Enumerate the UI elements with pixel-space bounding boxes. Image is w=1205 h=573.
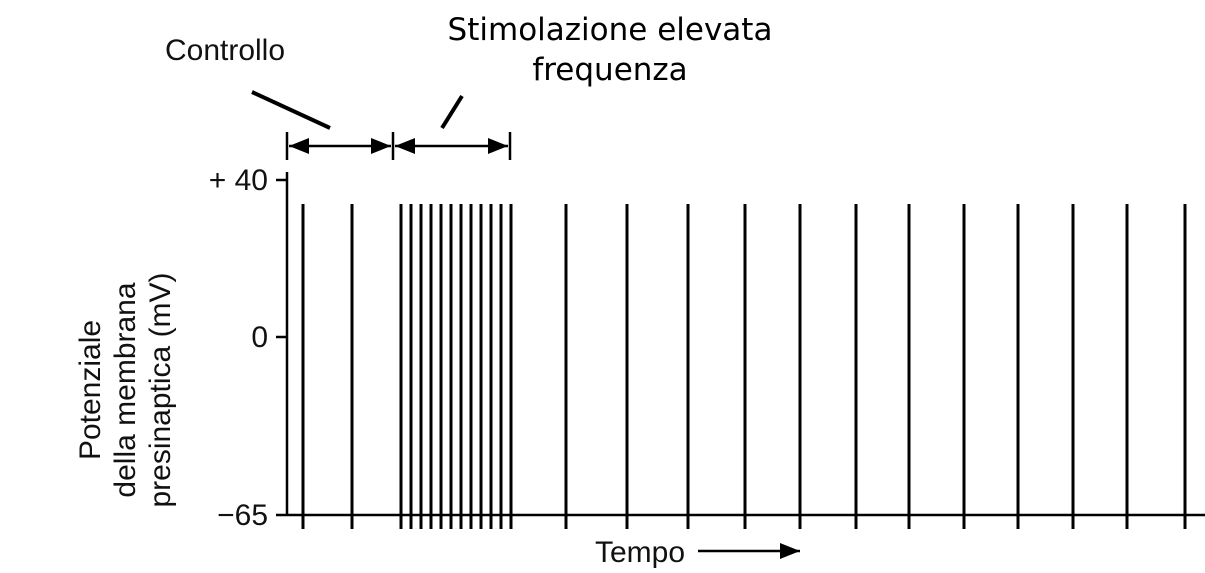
y-tick-label: + 40 bbox=[209, 164, 268, 197]
y-axis-line: presinaptica (mV) bbox=[144, 272, 177, 507]
y-axis-label: Potenziale della membrana presinaptica (… bbox=[74, 272, 177, 507]
y-tick-label: −65 bbox=[217, 499, 268, 532]
title-line: Stimolazione elevata bbox=[448, 12, 773, 48]
y-axis-line: Potenziale bbox=[74, 320, 107, 460]
pointer bbox=[440, 94, 464, 130]
y-axis-line: della membrana bbox=[109, 282, 142, 497]
control-label: Controllo bbox=[165, 34, 285, 67]
title-line: frequenza bbox=[532, 52, 687, 88]
interval-brackets bbox=[285, 132, 512, 160]
axes bbox=[276, 172, 1205, 517]
pointer bbox=[251, 90, 331, 130]
y-tick-label: 0 bbox=[251, 321, 268, 354]
x-axis-label: Tempo bbox=[595, 536, 685, 569]
spikes bbox=[301, 204, 1187, 529]
